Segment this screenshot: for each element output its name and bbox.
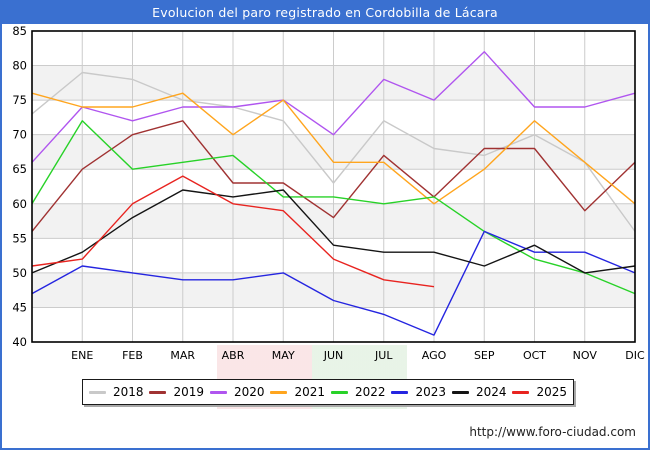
series-line-2023 <box>31 230 636 336</box>
footer-url[interactable]: http://www.foro-ciudad.com <box>469 425 636 439</box>
legend: 2018 2019 2020 2021 2022 2023 2024 2025 <box>82 379 574 405</box>
legend-item-2020: 2020 <box>209 385 265 399</box>
legend-item-2022: 2022 <box>330 385 386 399</box>
legend-year-label: 2023 <box>415 385 446 399</box>
legend-year-label: 2024 <box>475 385 507 399</box>
legend-year-label: 2018 <box>112 385 144 399</box>
legend-color-dash <box>330 390 348 394</box>
y-tick-label: 60 <box>12 197 27 211</box>
legend-year-label: 2019 <box>173 385 204 399</box>
legend-item-2019: 2019 <box>149 385 204 399</box>
legend-year-label: 2022 <box>354 385 386 399</box>
x-tick-label: FEB <box>122 349 143 362</box>
y-tick-label: 80 <box>12 59 27 73</box>
legend-color-dash <box>512 390 530 394</box>
legend-item-2023: 2023 <box>391 385 446 399</box>
y-tick-label: 45 <box>12 300 27 314</box>
legend-color-dash <box>451 390 469 394</box>
x-tick-label: AGO <box>422 349 447 362</box>
series-line-2020 <box>31 51 636 163</box>
chart-title: Evolucion del paro registrado en Cordobi… <box>2 2 648 24</box>
y-tick-label: 75 <box>12 93 27 107</box>
legend-year-label: 2021 <box>294 385 325 399</box>
x-tick-label: OCT <box>523 349 546 362</box>
x-tick-label: NOV <box>573 349 598 362</box>
legend-year-label: 2025 <box>536 385 567 399</box>
legend-item-2025: 2025 <box>512 385 567 399</box>
series-line-2018 <box>31 71 636 232</box>
x-tick-label: ABR <box>222 349 245 362</box>
y-tick-label: 55 <box>12 231 27 245</box>
y-tick-label: 50 <box>12 266 27 280</box>
series-line-2019 <box>31 120 636 232</box>
x-tick-label: JUN <box>323 349 344 362</box>
legend-item-2021: 2021 <box>270 385 325 399</box>
plot-border <box>31 30 636 343</box>
series-line-2022 <box>31 120 636 295</box>
y-tick-label: 65 <box>12 162 27 176</box>
y-tick-label: 70 <box>12 128 27 142</box>
legend-year-label: 2020 <box>233 385 265 399</box>
series-line-2024 <box>31 189 636 274</box>
legend-color-dash <box>270 390 288 394</box>
x-tick-label: SEP <box>474 349 495 362</box>
legend-color-dash <box>88 390 106 394</box>
y-tick-label: 85 <box>12 24 27 38</box>
legend-color-dash <box>149 390 167 394</box>
legend-color-dash <box>391 390 409 394</box>
legend-color-dash <box>209 390 227 394</box>
x-tick-label: MAR <box>170 349 195 362</box>
y-tick-label: 40 <box>12 335 27 349</box>
x-tick-label: ENE <box>71 349 93 362</box>
legend-item-2018: 2018 <box>88 385 144 399</box>
series-line-2025 <box>31 175 435 288</box>
series-line-2021 <box>31 92 636 205</box>
x-tick-label: MAY <box>272 349 295 362</box>
x-tick-label: DIC <box>625 349 645 362</box>
legend-item-2024: 2024 <box>451 385 507 399</box>
x-tick-label: JUL <box>374 349 393 362</box>
